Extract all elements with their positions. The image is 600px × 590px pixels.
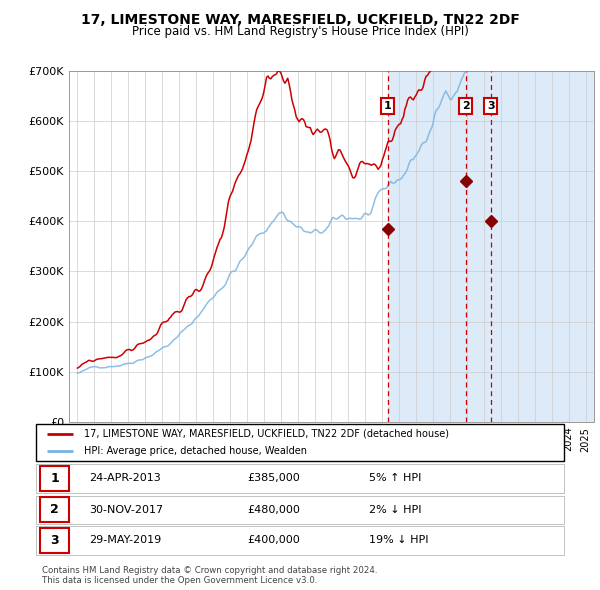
Text: 1: 1 — [383, 101, 391, 111]
Text: 2: 2 — [462, 101, 470, 111]
Text: 29-MAY-2019: 29-MAY-2019 — [89, 536, 161, 545]
Text: Contains HM Land Registry data © Crown copyright and database right 2024.
This d: Contains HM Land Registry data © Crown c… — [42, 566, 377, 585]
Text: 19% ↓ HPI: 19% ↓ HPI — [368, 536, 428, 545]
Text: 3: 3 — [487, 101, 494, 111]
Text: 30-NOV-2017: 30-NOV-2017 — [89, 505, 163, 514]
Text: 3: 3 — [50, 534, 59, 547]
Text: 5% ↑ HPI: 5% ↑ HPI — [368, 474, 421, 483]
Bar — [40, 466, 69, 491]
Bar — [40, 528, 69, 553]
Text: HPI: Average price, detached house, Wealden: HPI: Average price, detached house, Weal… — [83, 446, 307, 456]
Text: 17, LIMESTONE WAY, MARESFIELD, UCKFIELD, TN22 2DF: 17, LIMESTONE WAY, MARESFIELD, UCKFIELD,… — [80, 13, 520, 27]
Text: 17, LIMESTONE WAY, MARESFIELD, UCKFIELD, TN22 2DF (detached house): 17, LIMESTONE WAY, MARESFIELD, UCKFIELD,… — [83, 428, 449, 438]
Text: 2% ↓ HPI: 2% ↓ HPI — [368, 505, 421, 514]
Text: 24-APR-2013: 24-APR-2013 — [89, 474, 161, 483]
Bar — [40, 497, 69, 522]
Text: £480,000: £480,000 — [247, 505, 300, 514]
Bar — [388, 71, 600, 422]
Text: Price paid vs. HM Land Registry's House Price Index (HPI): Price paid vs. HM Land Registry's House … — [131, 25, 469, 38]
Text: 2: 2 — [50, 503, 59, 516]
Text: 1: 1 — [50, 472, 59, 485]
Text: £385,000: £385,000 — [247, 474, 300, 483]
Text: £400,000: £400,000 — [247, 536, 300, 545]
